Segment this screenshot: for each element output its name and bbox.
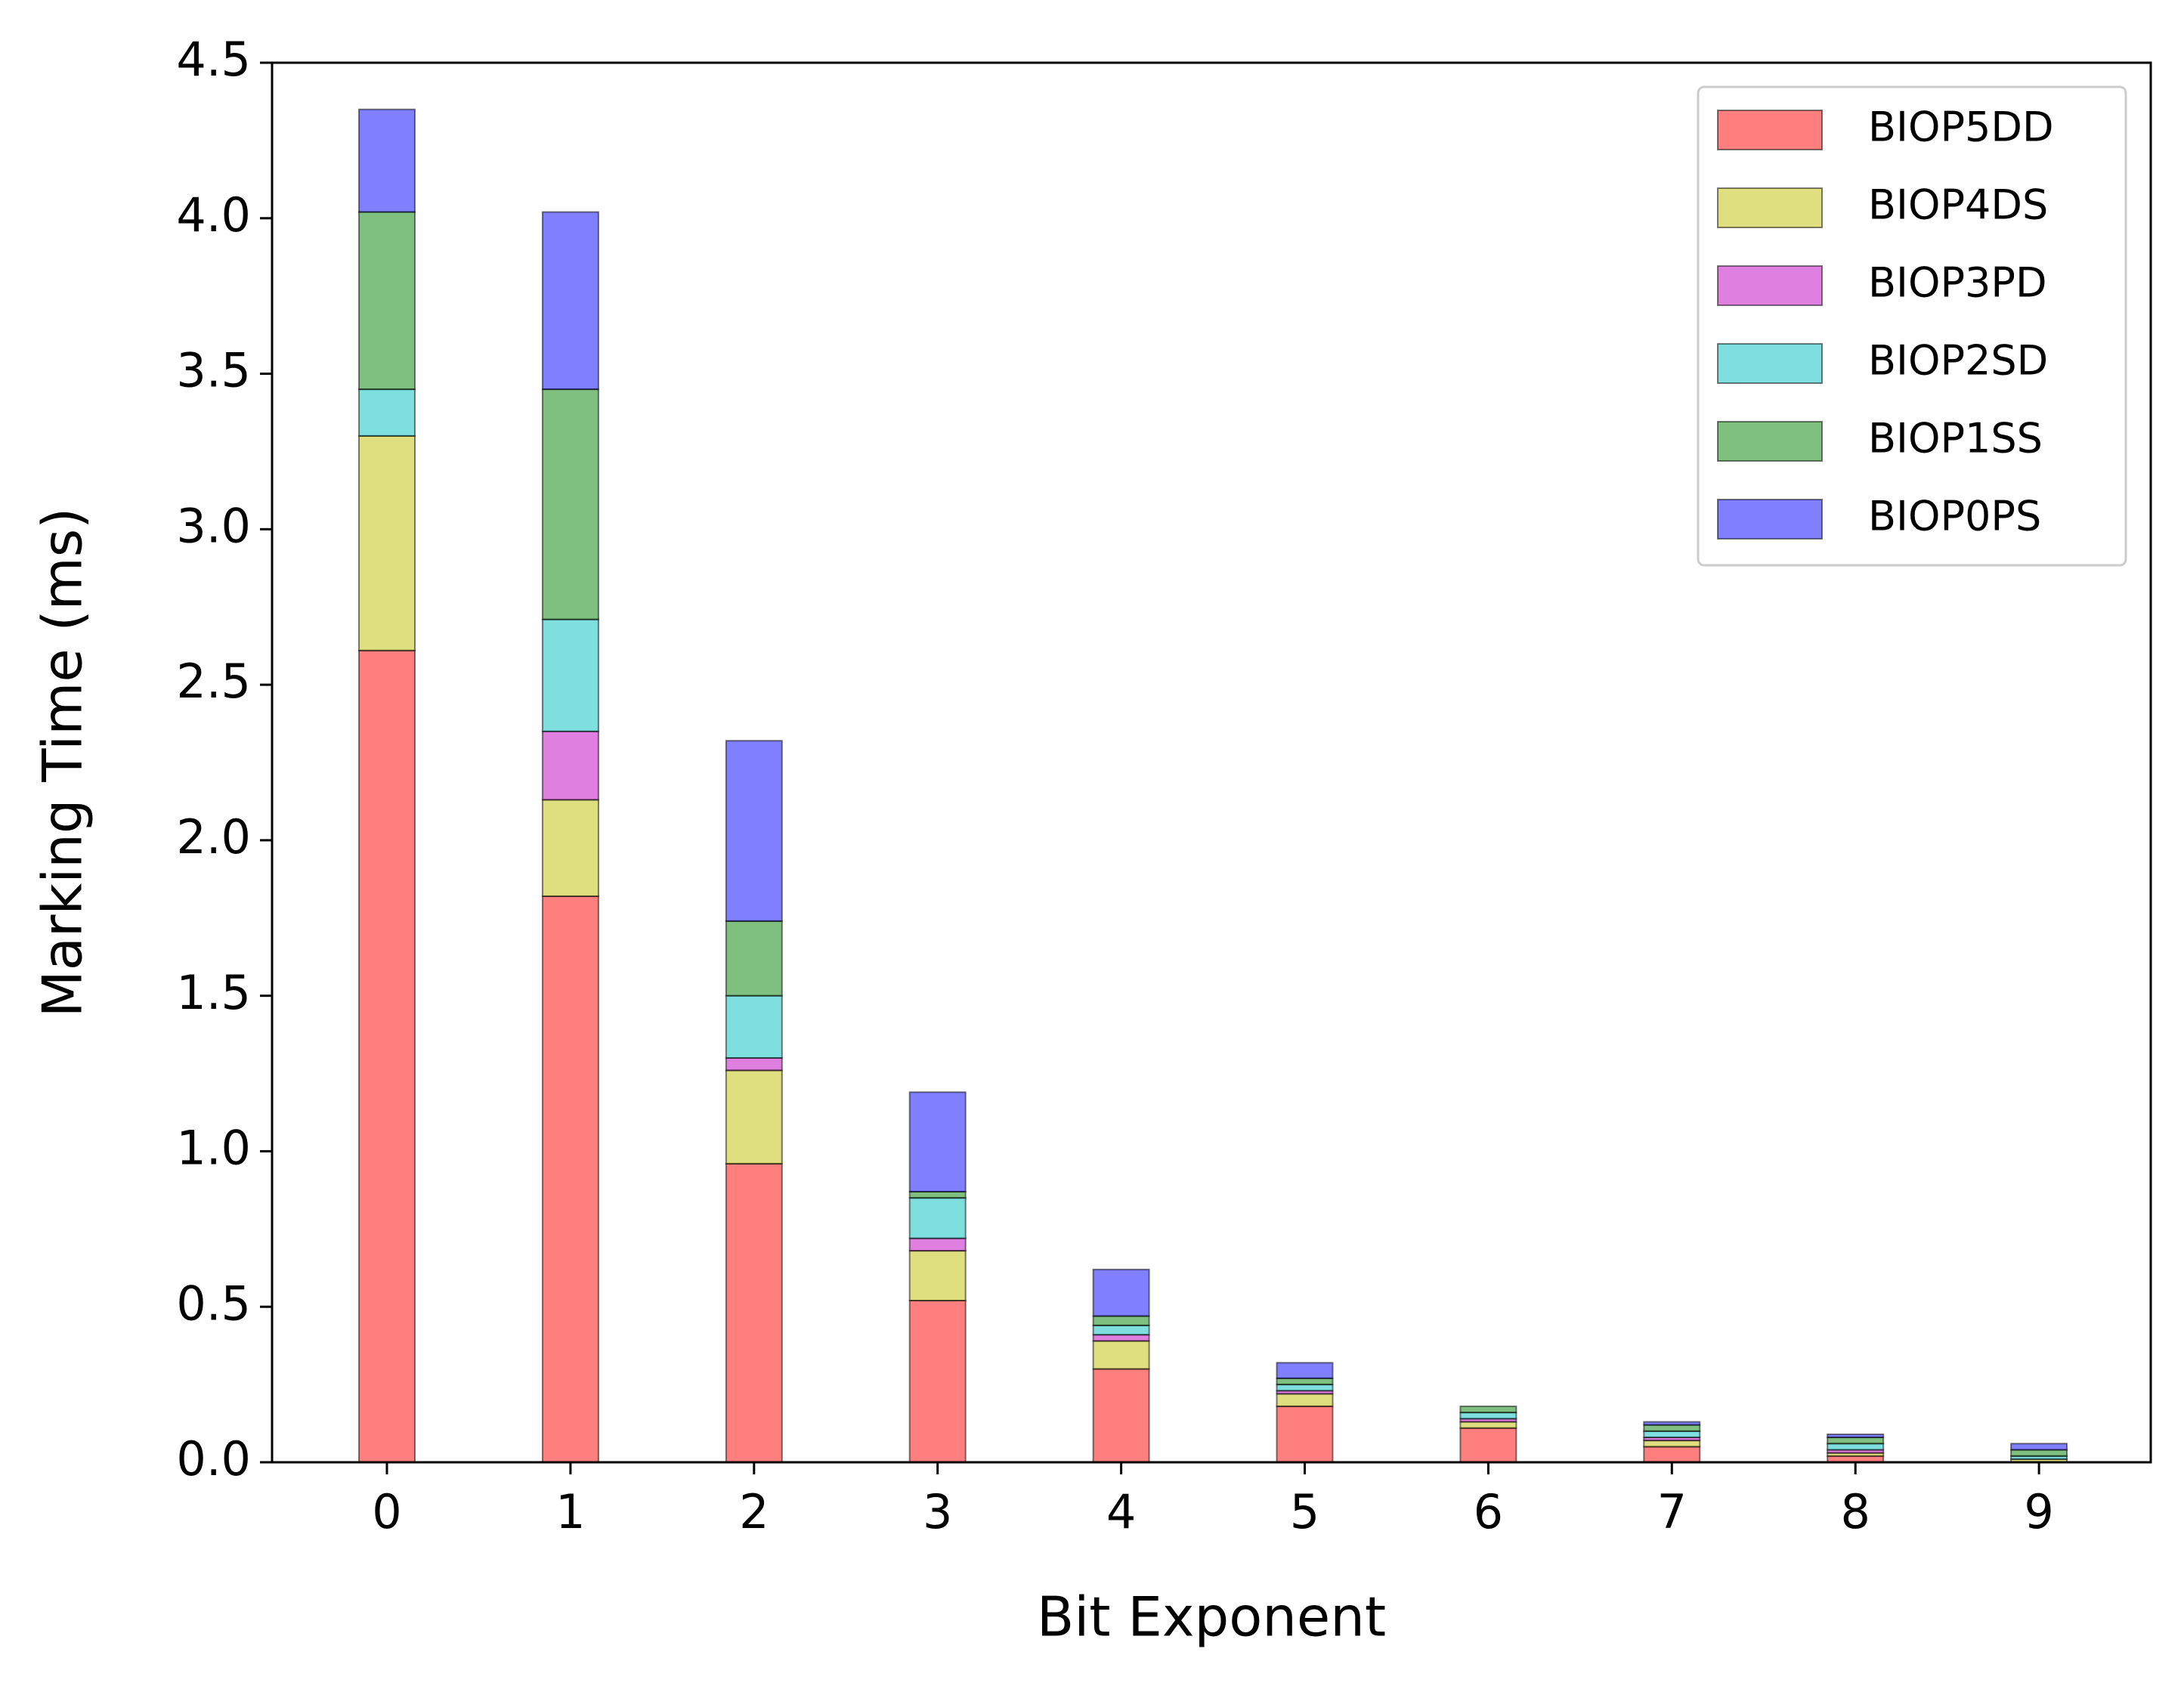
legend-swatch — [1717, 499, 1823, 540]
bar-segment — [725, 1162, 783, 1463]
bar-segment — [1459, 1405, 1517, 1414]
bar-segment — [1643, 1430, 1701, 1439]
bar-segment — [1643, 1421, 1701, 1426]
bar-segment — [908, 1299, 967, 1463]
legend-swatch — [1717, 421, 1823, 462]
y-tick-label: 3.5 — [176, 343, 251, 398]
bar-segment — [541, 211, 599, 391]
bar-segment — [1459, 1421, 1517, 1429]
y-tick-label: 3.0 — [176, 498, 251, 553]
bar-segment — [358, 108, 416, 213]
bar-segment — [1643, 1446, 1701, 1464]
bar-segment — [1092, 1324, 1150, 1336]
bar-segment — [908, 1250, 967, 1301]
x-tick-label: 6 — [1474, 1484, 1503, 1539]
bar-segment — [1276, 1377, 1334, 1386]
legend-label: BIOP5DD — [1868, 104, 2054, 151]
bar-segment — [1092, 1315, 1150, 1326]
bar-segment — [1827, 1443, 1885, 1451]
bar-segment — [1276, 1405, 1334, 1464]
bar-segment — [1643, 1424, 1701, 1432]
legend-swatch — [1717, 110, 1823, 150]
bar-segment — [1276, 1362, 1334, 1379]
legend-label: BIOP1SS — [1868, 415, 2043, 462]
y-tick-label: 4.0 — [176, 187, 251, 243]
y-tick-label: 4.5 — [176, 32, 251, 87]
bar-segment — [358, 435, 416, 651]
legend-label: BIOP2SD — [1868, 337, 2048, 385]
bar-segment — [1092, 1368, 1150, 1463]
bar-segment — [1276, 1384, 1334, 1392]
bar-segment — [725, 1069, 783, 1165]
bar-segment — [2010, 1449, 2068, 1457]
x-tick-label: 1 — [555, 1484, 585, 1539]
legend-label: BIOP0PS — [1868, 493, 2041, 540]
legend-swatch — [1717, 343, 1823, 384]
bar-segment — [1827, 1437, 1885, 1445]
bar-segment — [358, 388, 416, 437]
bar-segment — [725, 740, 783, 922]
y-tick-label: 2.0 — [176, 809, 251, 865]
bar-segment — [725, 920, 783, 997]
x-tick-label: 3 — [923, 1484, 952, 1539]
y-tick-label: 0.5 — [176, 1276, 251, 1331]
x-axis-label: Bit Exponent — [1037, 1585, 1386, 1649]
bar-segment — [1643, 1440, 1701, 1448]
legend-swatch — [1717, 187, 1823, 228]
bar-segment — [2010, 1443, 2068, 1451]
bar-segment — [908, 1091, 967, 1192]
plot-frame — [271, 61, 2152, 1464]
x-tick-label: 7 — [1657, 1484, 1687, 1539]
bar-segment — [358, 649, 416, 1464]
bar-segment — [725, 1056, 783, 1072]
legend-label: BIOP3PD — [1868, 259, 2047, 307]
y-axis-label: Marking Time (ms) — [31, 508, 94, 1018]
bar-segment — [908, 1237, 967, 1252]
bar-segment — [1092, 1268, 1150, 1317]
bar-segment — [725, 994, 783, 1059]
x-tick-label: 0 — [372, 1484, 401, 1539]
bar-segment — [541, 388, 599, 620]
x-tick-label: 5 — [1290, 1484, 1319, 1539]
bar-segment — [541, 799, 599, 897]
bar-segment — [1092, 1340, 1150, 1370]
y-tick-label: 2.5 — [176, 654, 251, 709]
bar-segment — [1092, 1334, 1150, 1342]
legend-swatch — [1717, 265, 1823, 306]
bar-segment — [358, 211, 416, 391]
bar-segment — [1827, 1433, 1885, 1439]
y-tick-label: 1.0 — [176, 1121, 251, 1176]
bar-segment — [1459, 1427, 1517, 1463]
bar-segment — [908, 1190, 967, 1199]
y-tick-label: 0.0 — [176, 1431, 251, 1486]
legend-label: BIOP4DS — [1868, 181, 2048, 229]
bar-segment — [908, 1197, 967, 1239]
y-tick-label: 1.5 — [176, 965, 251, 1020]
x-tick-label: 4 — [1106, 1484, 1136, 1539]
bar-segment — [1459, 1412, 1517, 1420]
x-tick-label: 2 — [739, 1484, 769, 1539]
bar-segment — [541, 895, 599, 1463]
bar-segment — [541, 618, 599, 732]
bar-segment — [541, 730, 599, 801]
x-tick-label: 9 — [2024, 1484, 2053, 1539]
bar-segment — [1276, 1393, 1334, 1407]
x-tick-label: 8 — [1840, 1484, 1870, 1539]
